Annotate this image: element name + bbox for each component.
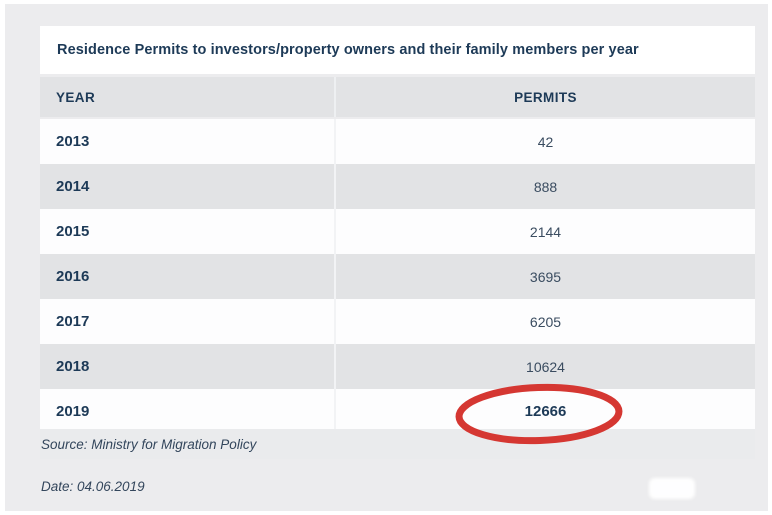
page-background: Residence Permits to investors/property … <box>5 4 768 511</box>
permits-cell: 42 <box>334 119 755 164</box>
table-row: 2014 888 <box>40 164 755 209</box>
table-row-highlighted: 2019 12666 <box>40 389 755 434</box>
permits-table: Residence Permits to investors/property … <box>40 26 755 434</box>
permits-cell: 888 <box>334 164 755 209</box>
year-cell: 2013 <box>56 133 90 150</box>
permits-cell: 12666 <box>334 389 755 434</box>
white-cursor-artifact <box>649 478 695 499</box>
year-cell: 2019 <box>56 403 90 420</box>
permits-cell: 2144 <box>334 209 755 254</box>
year-cell: 2015 <box>56 223 90 240</box>
column-header-permits: PERMITS <box>334 77 755 117</box>
table-row: 2017 6205 <box>40 299 755 344</box>
column-header-year: YEAR <box>56 89 96 105</box>
table-title-bar: Residence Permits to investors/property … <box>40 26 755 74</box>
year-cell: 2014 <box>56 178 90 195</box>
permits-cell: 3695 <box>334 254 755 299</box>
permits-cell: 6205 <box>334 299 755 344</box>
year-cell: 2018 <box>56 358 90 375</box>
table-row: 2018 10624 <box>40 344 755 389</box>
table-row: 2015 2144 <box>40 209 755 254</box>
table-row: 2016 3695 <box>40 254 755 299</box>
table-title: Residence Permits to investors/property … <box>57 42 639 58</box>
date-text: Date: 04.06.2019 <box>41 479 145 494</box>
permits-cell: 10624 <box>334 344 755 389</box>
table-row: 2013 42 <box>40 119 755 164</box>
year-cell: 2016 <box>56 268 90 285</box>
source-text: Source: Ministry for Migration Policy <box>41 437 257 452</box>
source-band <box>40 429 755 459</box>
table-header-row: YEAR PERMITS <box>40 77 755 117</box>
year-cell: 2017 <box>56 313 90 330</box>
